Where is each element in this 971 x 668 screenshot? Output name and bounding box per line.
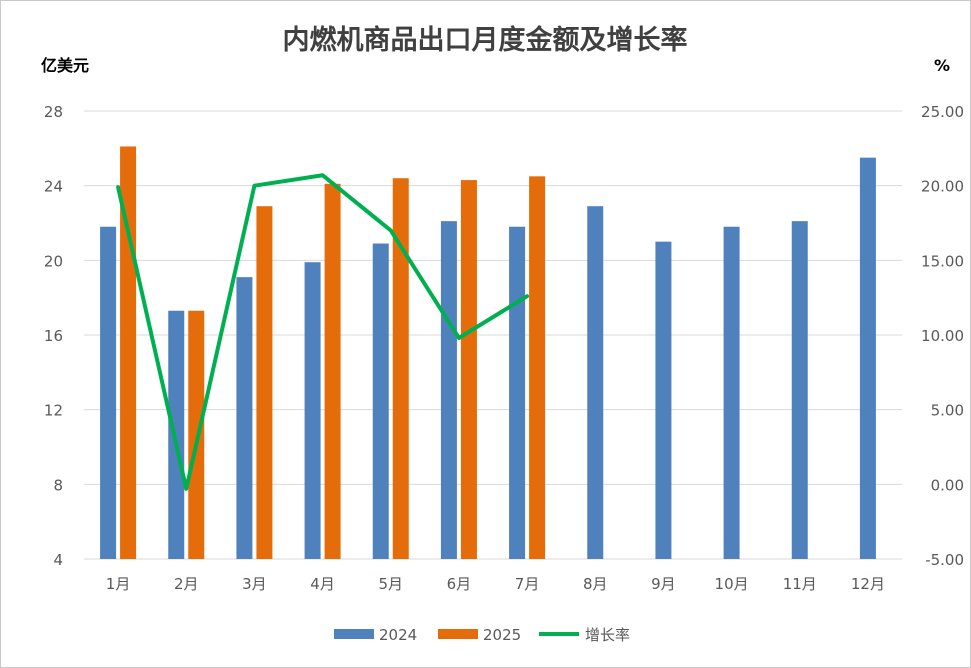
- bar-2025: [460, 180, 477, 560]
- x-tick-label: 12月: [851, 575, 885, 593]
- bar-2025: [188, 310, 205, 559]
- bar-2025: [256, 206, 273, 559]
- y-right-tick-label: 20.00: [921, 178, 964, 196]
- x-tick-label: 3月: [242, 575, 267, 593]
- bar-2024: [236, 277, 253, 559]
- x-tick-label: 10月: [715, 575, 749, 593]
- y-left-tick-label: 20: [44, 252, 63, 270]
- bar-2024: [587, 206, 604, 559]
- y-right-tick-label: 5.00: [931, 402, 964, 420]
- x-tick-label: 4月: [310, 575, 335, 593]
- legend-swatch-2025: [438, 629, 478, 639]
- bar-2024: [372, 243, 389, 560]
- bar-2025: [324, 183, 341, 560]
- legend-swatch-2024: [334, 629, 374, 639]
- bar-2024: [304, 262, 321, 559]
- x-tick-label: 11月: [783, 575, 817, 593]
- x-tick-label: 2月: [174, 575, 199, 593]
- y-left-tick-label: 4: [53, 551, 63, 569]
- y-right-tick-label: 15.00: [921, 252, 964, 270]
- growth-line: [116, 173, 530, 491]
- y-right-tick-label: 0.00: [931, 476, 964, 494]
- legend-label-growth: 增长率: [585, 626, 630, 644]
- bars: [100, 146, 876, 560]
- legend-label-2025: 2025: [483, 626, 521, 644]
- bar-2024: [859, 157, 876, 559]
- y-right-tick-label: -5.00: [925, 551, 964, 569]
- gridlines: [84, 110, 902, 560]
- chart-title: 内燃机商品出口月度金额及增长率: [283, 24, 688, 56]
- axis-labels: 4 8 12 16 20 24 28 -5.00 0.00 5.00 10.00 15.00 20.00…: [44, 103, 964, 593]
- x-tick-label: 7月: [515, 575, 540, 593]
- bar-2025: [392, 178, 409, 559]
- bar-2024: [509, 226, 526, 559]
- x-tick-label: 5月: [378, 575, 403, 593]
- bar-2024: [791, 221, 808, 559]
- bar-2024: [655, 241, 672, 559]
- x-tick-label: 8月: [583, 575, 608, 593]
- y-right-tick-label: 10.00: [921, 327, 964, 345]
- legend-label-2024: 2024: [379, 626, 417, 644]
- right-axis-unit: %: [934, 56, 950, 75]
- x-tick-label: 1月: [106, 575, 131, 593]
- y-left-tick-label: 28: [44, 103, 63, 121]
- bar-2024: [723, 226, 740, 559]
- x-tick-label: 9月: [651, 575, 676, 593]
- x-tick-label: 6月: [447, 575, 472, 593]
- bar-2024: [100, 226, 117, 559]
- y-right-tick-label: 25.00: [921, 103, 964, 121]
- growth-rate-line: [116, 173, 530, 491]
- bar-2025: [529, 176, 546, 560]
- y-left-tick-label: 12: [44, 402, 63, 420]
- bar-2024: [440, 221, 457, 559]
- y-left-tick-label: 8: [53, 476, 63, 494]
- left-axis-unit: 亿美元: [41, 56, 89, 75]
- legend: 2024 2025 增长率: [334, 626, 630, 644]
- y-left-tick-label: 16: [44, 327, 63, 345]
- bar-2024: [168, 310, 185, 559]
- y-left-tick-label: 24: [44, 178, 63, 196]
